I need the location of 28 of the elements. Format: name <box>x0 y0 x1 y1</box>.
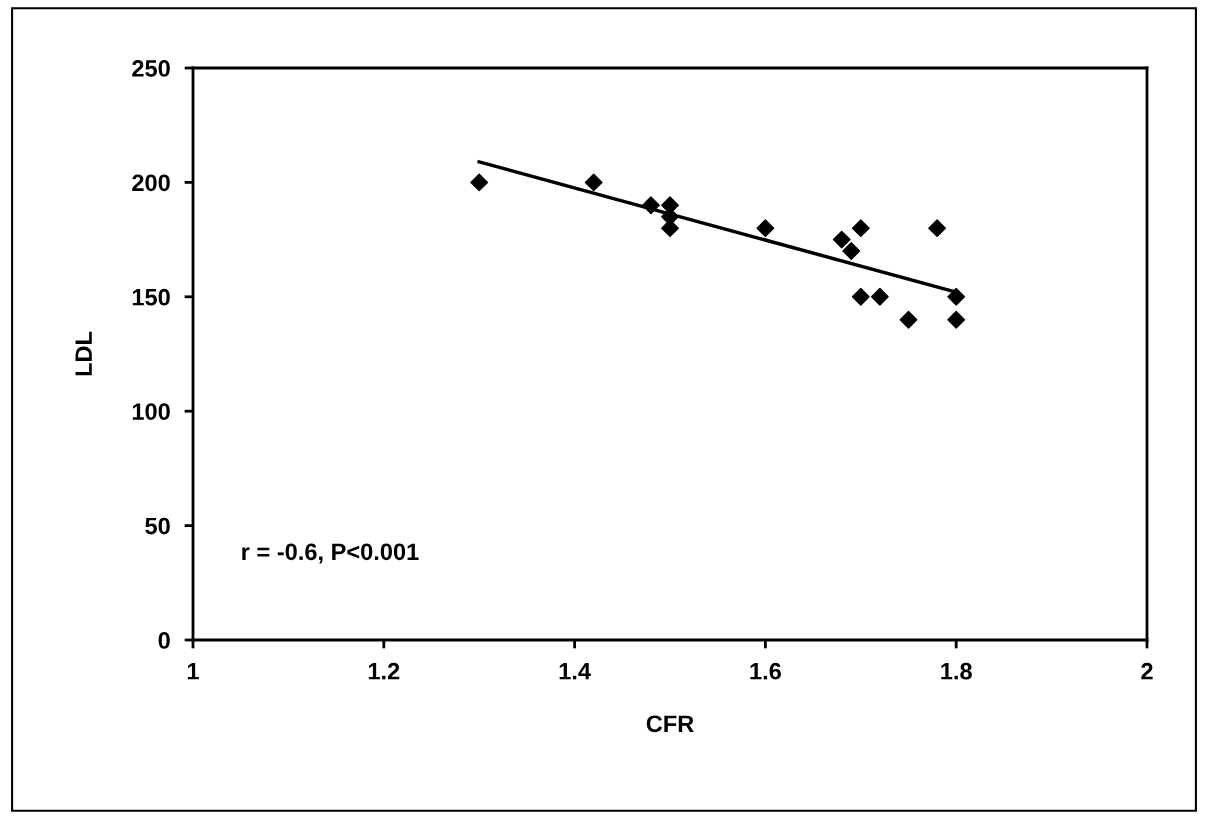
x-tick-label: 2 <box>1141 662 1153 680</box>
point <box>928 219 947 238</box>
point <box>470 173 489 192</box>
x-tick-label: 1 <box>187 663 199 680</box>
point <box>899 310 918 329</box>
point <box>832 230 851 249</box>
point <box>756 219 775 238</box>
point <box>947 287 966 306</box>
y-tick-label: 0 <box>158 632 170 649</box>
y-axis-title: LDL <box>75 331 92 376</box>
point <box>947 310 966 329</box>
point <box>642 196 660 215</box>
point <box>842 242 861 260</box>
point <box>851 219 870 238</box>
y-tick-label: 250 <box>132 60 170 77</box>
y-tick-label: 100 <box>132 403 170 420</box>
x-tick-label: 1.8 <box>941 662 972 680</box>
point <box>851 287 870 306</box>
y-tick-label: 200 <box>132 174 170 192</box>
y-tick-label: 150 <box>132 288 170 306</box>
x-tick-label: 1.4 <box>559 663 591 680</box>
point <box>584 173 603 192</box>
x-tick-label: 1.6 <box>750 662 781 680</box>
point <box>870 287 889 306</box>
y-tick-label: 50 <box>145 517 170 535</box>
x-axis-title: CFR <box>646 715 694 733</box>
annotation: r = -0.6, P<0.001 <box>242 543 419 564</box>
x-tick-label: 1.2 <box>368 662 400 680</box>
